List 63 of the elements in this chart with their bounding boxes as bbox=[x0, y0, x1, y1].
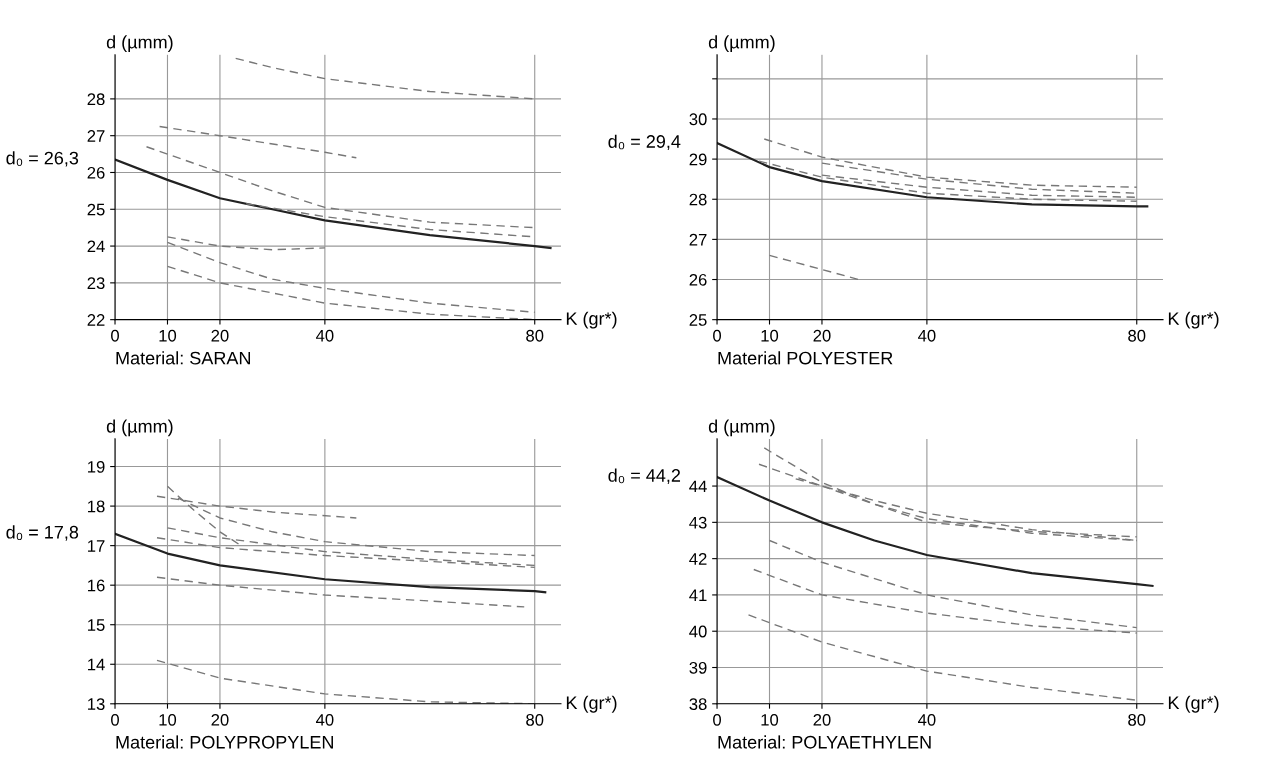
text: Material: POLYPROPYLEN bbox=[116, 735, 333, 749]
y-tick-label: 38 bbox=[689, 698, 707, 710]
x-tick-label: 80 bbox=[526, 713, 544, 726]
y-tick-label: 13 bbox=[88, 698, 105, 710]
y-tick-label: 28 bbox=[87, 93, 105, 106]
y-tick-label: 16 bbox=[88, 579, 105, 592]
x-tick-label: 10 bbox=[159, 713, 177, 726]
text: Material POLYESTER bbox=[718, 351, 893, 365]
x-tick-label: 40 bbox=[315, 713, 334, 726]
x-tick-label: 0 bbox=[713, 713, 722, 726]
x-axis-title: K (gr*) bbox=[566, 695, 617, 713]
y-tick-label: 27 bbox=[87, 130, 105, 142]
x-tick-label: 40 bbox=[918, 713, 936, 726]
y-tick-label: 17 bbox=[88, 540, 105, 552]
y-tick-label: 22 bbox=[87, 314, 105, 326]
y-tick-label: 25 bbox=[87, 203, 105, 216]
x-tick-label: 80 bbox=[526, 329, 544, 342]
text: Material: SARAN bbox=[116, 351, 250, 365]
x-tick-label: 20 bbox=[211, 713, 229, 726]
y-axis-title: d (µmm) bbox=[106, 419, 173, 437]
x-tick-label: 0 bbox=[111, 329, 119, 342]
text: d₀ = 29,4 bbox=[608, 134, 681, 151]
y-tick-label: 27 bbox=[689, 233, 707, 246]
y-tick-label: 44 bbox=[689, 480, 707, 493]
y-tick-label: 29 bbox=[689, 153, 707, 166]
y-tick-label: 24 bbox=[87, 240, 105, 253]
text: d₀ = 26,3 bbox=[6, 151, 79, 167]
y-tick-label: 23 bbox=[87, 277, 105, 290]
x-tick-label: 20 bbox=[813, 329, 831, 342]
text: Material: POLYAETHYLEN bbox=[718, 735, 931, 749]
y-tick-label: 19 bbox=[88, 460, 105, 473]
x-tick-label: 20 bbox=[813, 713, 831, 726]
y-tick-label: 40 bbox=[689, 625, 707, 638]
x-tick-label: 20 bbox=[211, 329, 229, 342]
text: d₀ = 44,2 bbox=[608, 468, 681, 484]
y-tick-label: 28 bbox=[689, 193, 707, 206]
x-tick-label: 10 bbox=[761, 713, 779, 726]
y-tick-label: 41 bbox=[689, 589, 707, 601]
y-axis-title: d (µmm) bbox=[708, 35, 775, 53]
y-tick-label: 39 bbox=[689, 661, 707, 674]
x-tick-label: 10 bbox=[159, 329, 177, 342]
y-axis-title: d (µmm) bbox=[708, 419, 775, 437]
x-tick-label: 40 bbox=[315, 329, 334, 342]
x-tick-label: 80 bbox=[1128, 713, 1146, 726]
x-tick-label: 0 bbox=[713, 329, 722, 342]
x-axis-title: K (gr*) bbox=[1168, 311, 1219, 329]
x-axis-title: K (gr*) bbox=[1168, 695, 1219, 713]
x-tick-label: 0 bbox=[111, 713, 119, 726]
y-tick-label: 25 bbox=[689, 314, 707, 326]
y-tick-label: 43 bbox=[689, 516, 707, 529]
x-tick-label: 40 bbox=[918, 329, 936, 342]
x-tick-label: 10 bbox=[761, 329, 779, 342]
y-axis-title: d (µmm) bbox=[106, 35, 173, 53]
y-tick-label: 15 bbox=[88, 619, 105, 631]
y-tick-label: 18 bbox=[88, 500, 105, 513]
y-tick-label: 14 bbox=[88, 658, 105, 671]
text: d₀ = 17,8 bbox=[6, 525, 79, 541]
x-tick-label: 80 bbox=[1128, 329, 1146, 342]
y-tick-label: 26 bbox=[87, 166, 105, 179]
y-tick-label: 30 bbox=[689, 113, 707, 126]
y-tick-label: 26 bbox=[689, 273, 707, 286]
x-axis-title: K (gr*) bbox=[566, 311, 617, 329]
y-tick-label: 42 bbox=[689, 553, 707, 565]
